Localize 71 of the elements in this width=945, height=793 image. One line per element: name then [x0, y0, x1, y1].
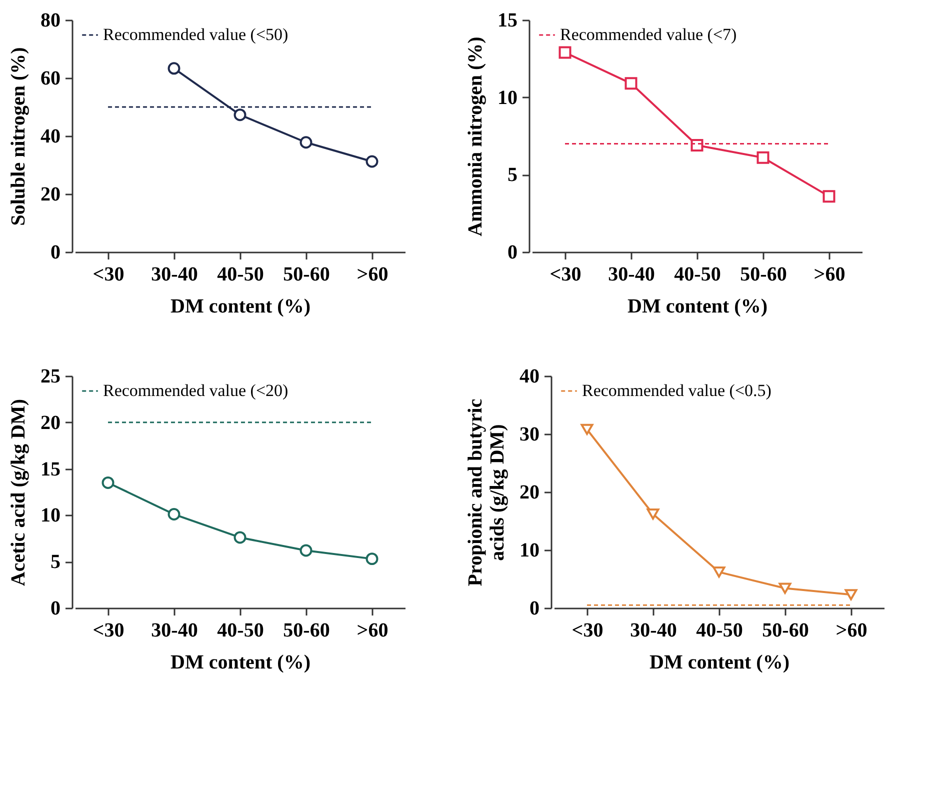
x-tick-label: 40-50 [674, 264, 721, 286]
point [844, 589, 858, 600]
y-tick-label: 10 [40, 504, 60, 527]
x-tick-label: 30-40 [151, 620, 198, 642]
y-tick-label: 5 [50, 551, 60, 574]
y-tick-label: 15 [40, 458, 60, 480]
point [300, 544, 312, 557]
x-axis-title: DM content (%) [628, 296, 768, 318]
point [300, 136, 312, 149]
y-tick-label: 10 [520, 540, 540, 562]
x-tick-label: 30-40 [608, 264, 655, 286]
x-tick-label: <30 [92, 264, 124, 286]
legend-label: Recommended value (<50) [103, 25, 288, 44]
legend-label: Recommended value (<7) [560, 25, 737, 44]
x-tick-label: <30 [572, 620, 604, 642]
x-tick-label: >60 [836, 620, 868, 642]
point [234, 108, 246, 122]
point [558, 46, 572, 59]
legend-label: Recommended value (<20) [103, 381, 288, 400]
y-tick-label: 40 [40, 126, 60, 148]
x-tick-label: 50-60 [740, 264, 787, 286]
y-tick-label: 10 [498, 86, 518, 109]
y-tick-label: 30 [520, 424, 540, 446]
x-tick-label: 40-50 [217, 620, 264, 642]
x-tick-label: >60 [356, 264, 388, 286]
y-tick-label: 80 [40, 10, 60, 32]
point [712, 566, 726, 578]
point [646, 508, 660, 520]
x-tick-label: >60 [814, 264, 846, 286]
x-tick-label: 50-60 [762, 620, 809, 642]
y-tick-label: 60 [40, 68, 60, 90]
point [102, 476, 114, 489]
legend-label: Recommended value (<0.5) [582, 381, 772, 400]
point [822, 190, 836, 203]
point [756, 151, 770, 164]
x-tick-label: <30 [92, 620, 124, 642]
y-tick-label: 15 [498, 10, 518, 32]
y-tick-label: 20 [40, 184, 60, 206]
x-tick-label: 50-60 [283, 264, 330, 286]
point [580, 424, 594, 435]
point [234, 531, 246, 544]
point [366, 552, 378, 566]
point [366, 155, 378, 168]
x-tick-label: 30-40 [630, 620, 677, 642]
y-axis-title: Acetic acid (g/kg DM) [8, 398, 30, 586]
x-tick-label: 30-40 [151, 264, 198, 286]
y-tick-label: 5 [508, 164, 518, 186]
point [624, 77, 638, 90]
y-tick-label: 20 [40, 412, 60, 434]
point [778, 582, 792, 594]
x-axis-title: DM content (%) [170, 296, 310, 318]
x-tick-label: >60 [356, 620, 388, 642]
x-tick-label: <30 [550, 264, 582, 286]
y-axis-title: Ammonia nitrogen (%) [464, 36, 486, 236]
x-axis-title: DM content (%) [170, 652, 310, 674]
point [168, 508, 180, 521]
x-axis-title: DM content (%) [650, 652, 790, 674]
y-tick-label: 25 [40, 366, 60, 388]
y-tick-label: 0 [50, 242, 60, 264]
y-axis-title: Soluble nitrogen (%) [8, 47, 30, 226]
x-tick-label: 50-60 [283, 620, 330, 642]
y-tick-label: 0 [530, 598, 540, 620]
x-tick-label: 40-50 [217, 264, 264, 286]
x-tick-label: 40-50 [696, 620, 743, 642]
y-tick-label: 0 [508, 242, 518, 264]
y-tick-label: 40 [520, 366, 540, 388]
point [690, 139, 704, 152]
y-axis-title: Propionic and butyric acids (g/kg DM) [464, 398, 508, 586]
point [168, 62, 180, 75]
y-tick-label: 0 [50, 598, 60, 620]
y-tick-label: 20 [520, 482, 540, 504]
